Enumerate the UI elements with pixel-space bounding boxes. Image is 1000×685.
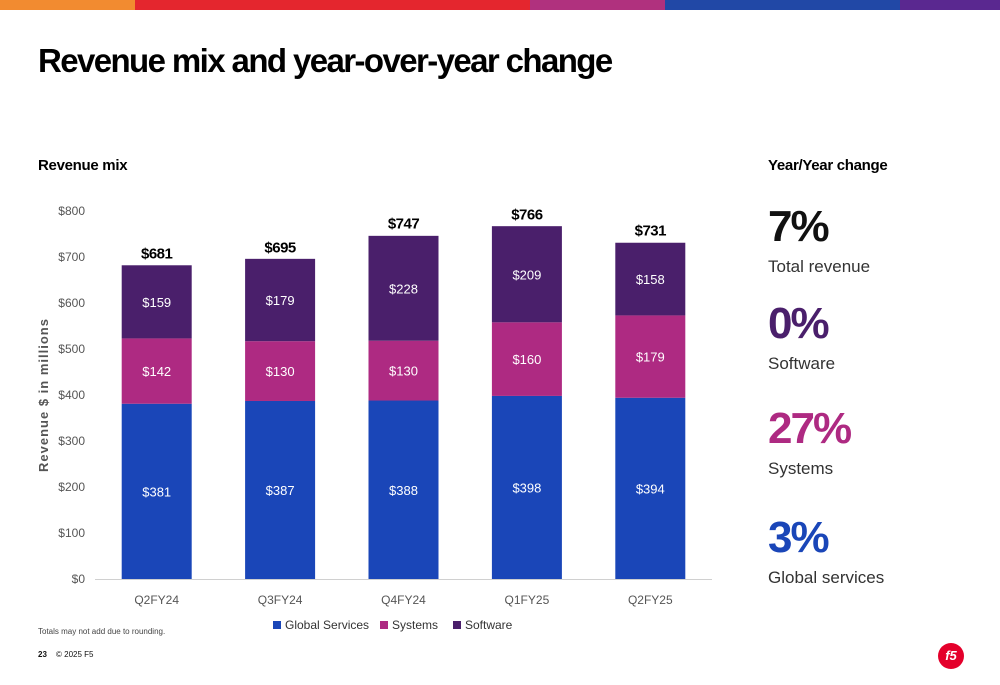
bar-segment-label: $130 — [266, 364, 295, 379]
x-tick-label: Q1FY25 — [505, 593, 550, 607]
bar-segment — [368, 340, 439, 401]
yoy-systems: 27% Systems — [768, 404, 852, 479]
legend-swatch-global-services — [273, 621, 281, 629]
bar-segment — [368, 235, 439, 341]
bar-segment — [245, 400, 316, 579]
bar-segment-label: $130 — [389, 364, 418, 379]
bar-segment-label: $179 — [636, 350, 665, 365]
bar-total-label: $681 — [141, 246, 173, 263]
bar-segment — [491, 226, 562, 323]
yoy-global-services-label: Global services — [768, 568, 885, 587]
y-tick-label: $600 — [58, 296, 85, 310]
bar-segment-label: $209 — [512, 267, 541, 282]
bar-segment — [121, 338, 192, 404]
bar-segment — [121, 265, 192, 339]
yoy-software: 0% Software — [768, 302, 835, 374]
copyright: © 2025 F5 — [56, 650, 94, 659]
bar-segment-label: $381 — [142, 484, 171, 499]
legend-item-global-services: Global Services — [273, 618, 369, 632]
yoy-global-services-pct: 3% — [768, 513, 830, 562]
legend-swatch-systems — [380, 621, 388, 629]
bar-segment-label: $179 — [266, 293, 295, 308]
y-tick-label: $400 — [58, 388, 85, 402]
page-number: 23 — [38, 650, 47, 659]
bar-segment-label: $160 — [512, 352, 541, 367]
bar-segment — [121, 403, 192, 579]
chart-legend: Global Services Systems Software — [0, 618, 1000, 636]
bar-segment — [245, 258, 316, 342]
yoy-change-heading: Year/Year change — [768, 157, 888, 174]
legend-label-global-services: Global Services — [285, 618, 370, 632]
yoy-total-revenue-label: Total revenue — [768, 257, 871, 276]
f5-logo: f5 — [938, 643, 964, 669]
legend-swatch-software — [453, 621, 461, 629]
bar-segment — [615, 242, 686, 316]
bar-segment-label: $387 — [266, 483, 295, 498]
x-tick-label: Q2FY24 — [134, 593, 179, 607]
revenue-mix-heading: Revenue mix — [38, 157, 128, 174]
bar-total-label: $731 — [635, 223, 667, 240]
bar-segment — [491, 322, 562, 396]
slide-title: Revenue mix and year-over-year change — [38, 42, 613, 79]
top-color-bar-segment-purple — [900, 0, 1000, 10]
y-tick-label: $500 — [58, 342, 85, 356]
top-color-bar-segment-blue — [665, 0, 900, 10]
top-color-bar-segment-orange — [0, 0, 135, 10]
x-tick-label: Q4FY24 — [381, 593, 426, 607]
bar-segment-label: $142 — [142, 364, 171, 379]
bar-total-label: $747 — [388, 215, 420, 232]
top-color-bar-segment-red — [135, 0, 530, 10]
yoy-systems-label: Systems — [768, 459, 834, 478]
y-axis-label: Revenue $ in millions — [36, 318, 51, 472]
rounding-footnote: Totals may not add due to rounding. — [38, 627, 166, 636]
bar-segment — [491, 395, 562, 579]
legend-item-software: Software — [453, 618, 512, 632]
x-tick-label: Q3FY24 — [258, 593, 303, 607]
legend-item-systems: Systems — [380, 618, 438, 632]
yoy-global-services: 3% Global services — [768, 516, 884, 588]
legend-label-software: Software — [465, 618, 513, 632]
bar-segment-label: $159 — [142, 295, 171, 310]
top-color-bar — [0, 0, 1000, 10]
yoy-total-revenue: 7% Total revenue — [768, 205, 870, 277]
bar-segment — [245, 341, 316, 401]
bar-segment-label: $394 — [636, 481, 665, 496]
y-tick-label: $100 — [58, 526, 85, 540]
y-tick-label: $0 — [72, 572, 86, 586]
bar-segment-label: $228 — [389, 281, 418, 296]
yoy-systems-pct: 27% — [768, 404, 852, 453]
bar-total-label: $695 — [264, 239, 296, 256]
y-tick-label: $700 — [58, 250, 85, 264]
bar-segment — [368, 400, 439, 579]
bar-segment — [615, 397, 686, 579]
legend-label-systems: Systems — [392, 618, 439, 632]
y-tick-label: $800 — [58, 204, 85, 218]
bar-total-label: $766 — [511, 207, 543, 224]
x-tick-label: Q2FY25 — [628, 593, 673, 607]
y-tick-label: $200 — [58, 480, 85, 494]
yoy-total-revenue-pct: 7% — [768, 202, 830, 251]
bar-segment-label: $388 — [389, 483, 418, 498]
y-tick-label: $300 — [58, 434, 85, 448]
yoy-software-pct: 0% — [768, 299, 830, 348]
bar-segment — [615, 315, 686, 398]
top-color-bar-segment-magenta — [530, 0, 665, 10]
yoy-software-label: Software — [768, 354, 836, 373]
bar-segment-label: $158 — [636, 272, 665, 287]
bar-segment-label: $398 — [512, 480, 541, 495]
